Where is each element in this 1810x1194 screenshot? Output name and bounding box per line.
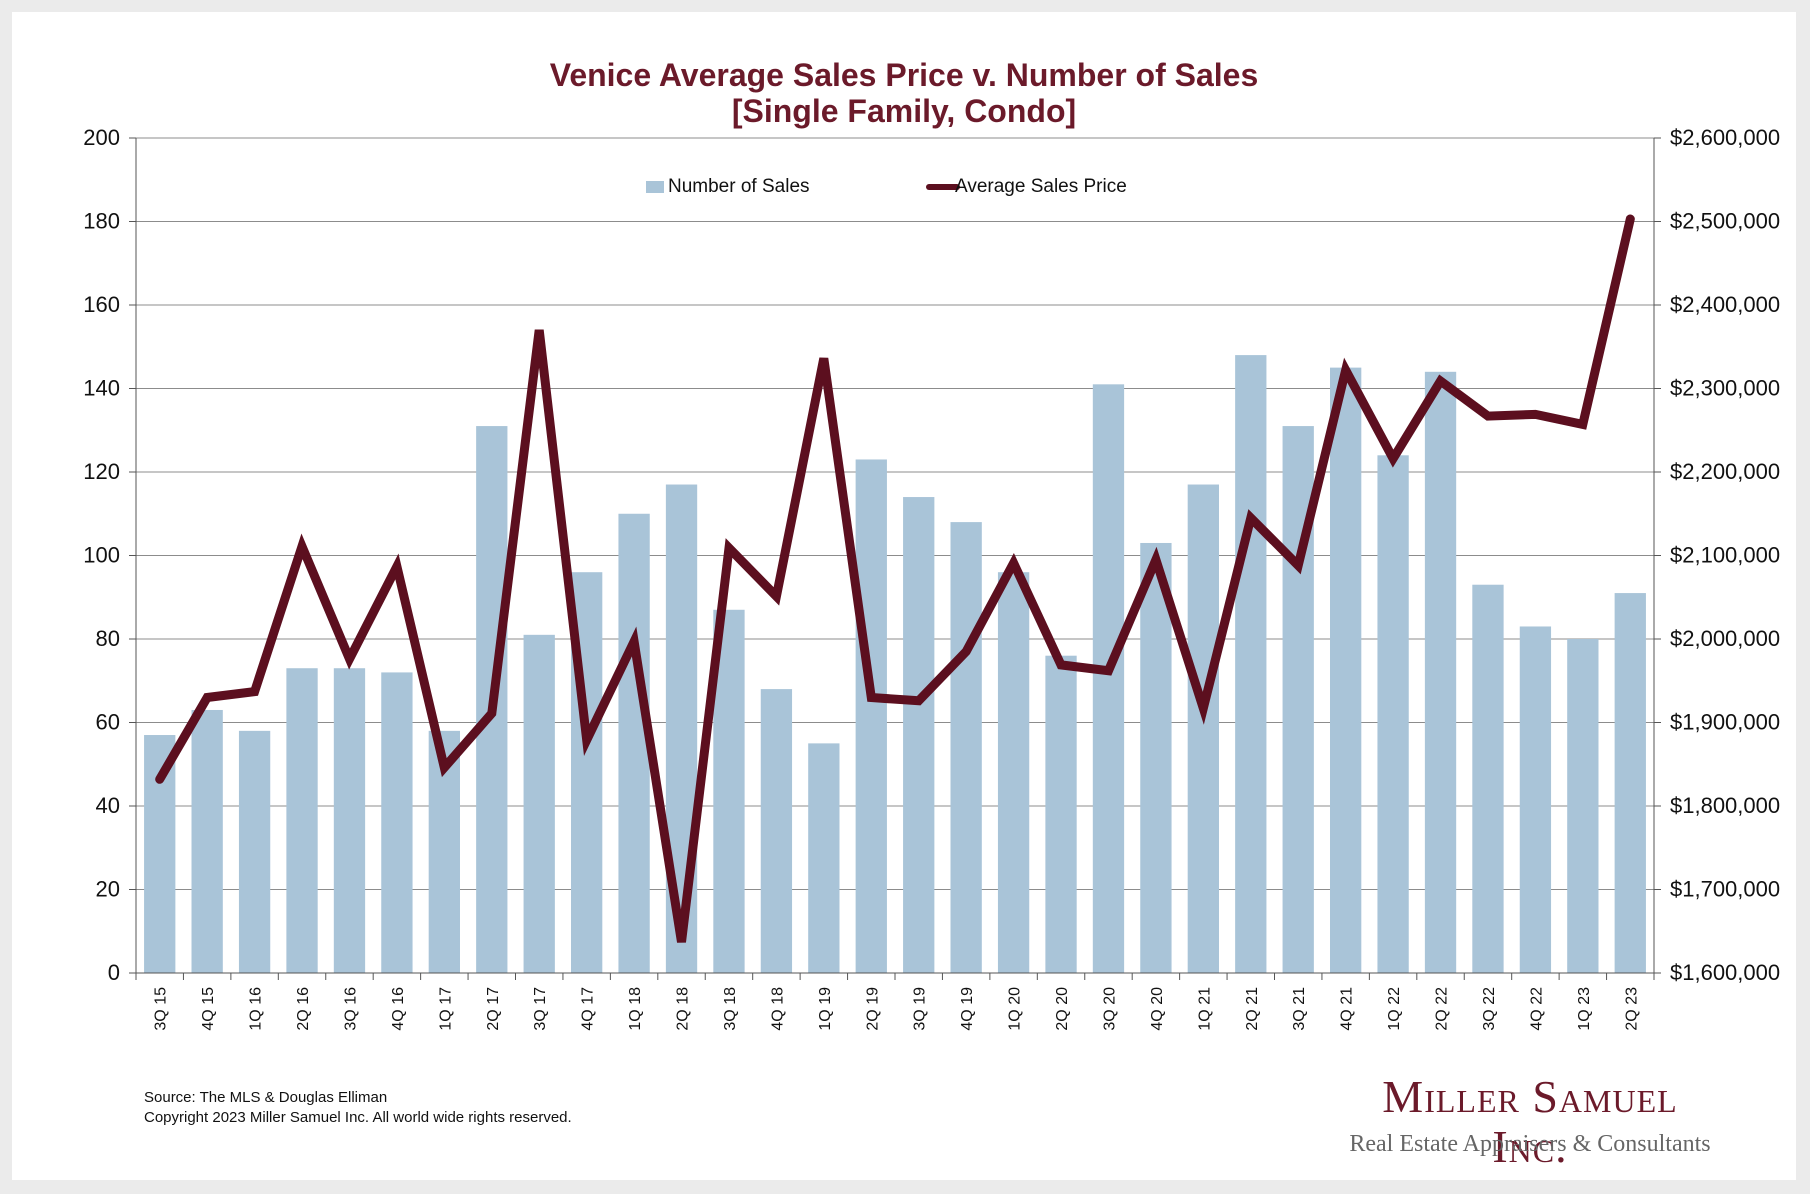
x-axis-tick-label: 1Q 21	[1196, 987, 1213, 1031]
miller-samuel-tagline: Real Estate Appraisers & Consultants	[1349, 1131, 1711, 1157]
x-axis-tick-label: 4Q 21	[1339, 987, 1356, 1031]
x-axis-tick-label: 1Q 22	[1386, 987, 1403, 1031]
x-axis-tick-label: 4Q 16	[390, 987, 407, 1031]
x-axis-tick-label: 4Q 17	[580, 987, 597, 1031]
bar-number-of-sales	[1235, 355, 1267, 974]
line-average-sales-price	[155, 214, 1635, 943]
right-axis-tick-label: $2,500,000	[1670, 209, 1780, 234]
x-axis-tick-label: 3Q 15	[153, 987, 170, 1031]
bar-number-of-sales	[1424, 371, 1457, 973]
chart-plot: 0 20 40 60 80 100 120 140 160 180 200 $1,600,000 $1,…	[83, 125, 1780, 1031]
left-axis-tick-label: 120	[83, 459, 120, 484]
x-axis-tick-label: 2Q 16	[295, 987, 312, 1031]
right-axis-tick-label: $2,600,000	[1670, 125, 1780, 150]
miller-samuel-logo: Miller Samuel Inc.	[1382, 1071, 1678, 1172]
left-axis-tick-label: 100	[83, 543, 120, 568]
x-axis-tick-label: 3Q 19	[912, 987, 929, 1031]
right-axis-tick-label: $1,800,000	[1670, 793, 1780, 818]
bar-number-of-sales	[1377, 455, 1409, 973]
bar-number-of-sales	[1614, 593, 1646, 973]
x-axis-tick-label: 3Q 16	[342, 987, 359, 1031]
bar-number-of-sales	[523, 634, 555, 973]
x-axis-tick-label: 3Q 21	[1291, 987, 1308, 1031]
bar-number-of-sales	[1045, 655, 1077, 973]
x-axis-tick-label: 2Q 19	[864, 987, 881, 1031]
x-axis-tick-label: 1Q 20	[1007, 987, 1024, 1031]
x-axis-tick-label: 4Q 20	[1149, 987, 1166, 1031]
chart-title-line2: [Single Family, Condo]	[731, 93, 1077, 129]
left-axis-tick-label: 60	[96, 710, 120, 735]
left-axis-tick-label: 200	[83, 125, 120, 150]
bar-number-of-sales	[808, 743, 840, 973]
bar-number-of-sales	[1140, 542, 1172, 973]
bar-number-of-sales	[997, 572, 1030, 973]
x-axis-tick-label: 2Q 20	[1054, 987, 1071, 1031]
legend-swatch-number-of-sales	[646, 181, 664, 193]
x-axis-tick-label: 4Q 15	[200, 987, 217, 1031]
left-axis-tick-label: 140	[83, 376, 120, 401]
x-axis-tick-label: 3Q 18	[722, 987, 739, 1031]
copyright-note: Copyright 2023 Miller Samuel Inc. All wo…	[144, 1109, 572, 1126]
bar-number-of-sales	[381, 672, 413, 973]
bar-number-of-sales	[1519, 626, 1552, 973]
x-axis-tick-label: 1Q 16	[248, 987, 265, 1031]
bar-number-of-sales	[286, 668, 318, 973]
left-axis-tick-label: 40	[96, 793, 120, 818]
left-axis-tick-label: 160	[83, 292, 120, 317]
bar-number-of-sales	[903, 497, 935, 973]
right-axis-tick-label: $1,700,000	[1670, 877, 1780, 902]
bar-number-of-sales	[1567, 639, 1599, 973]
x-axis-tick-label: 3Q 17	[532, 987, 549, 1031]
x-axis-tick-label: 4Q 22	[1528, 987, 1545, 1031]
x-axis-tick-label: 2Q 21	[1244, 987, 1261, 1031]
right-axis-tick-label: $2,300,000	[1670, 376, 1780, 401]
right-axis-tick-label: $2,000,000	[1670, 626, 1780, 651]
left-axis-tick-label: 20	[96, 877, 120, 902]
x-axis-tick-label: 1Q 17	[437, 987, 454, 1031]
x-axis-tick-label: 1Q 18	[627, 987, 644, 1031]
bar-number-of-sales	[238, 730, 271, 973]
chart-frame: Venice Average Sales Price v. Number of …	[12, 12, 1796, 1180]
x-axis-tick-label: 3Q 22	[1481, 987, 1498, 1031]
bar-number-of-sales	[950, 522, 982, 973]
bar-number-of-sales	[1330, 367, 1362, 973]
left-axis-tick-label: 180	[83, 209, 120, 234]
x-axis-tick-label: 2Q 18	[675, 987, 692, 1031]
x-axis-tick-label: 3Q 20	[1101, 987, 1118, 1031]
legend-label-average-sales-price: Average Sales Price	[955, 176, 1127, 197]
x-axis-tick-label: 2Q 23	[1623, 987, 1640, 1031]
right-axis-tick-label: $2,200,000	[1670, 459, 1780, 484]
chart-title-line1: Venice Average Sales Price v. Number of …	[549, 57, 1259, 93]
bar-number-of-sales	[1472, 584, 1504, 973]
bar-number-of-sales	[760, 689, 793, 973]
legend-label-number-of-sales: Number of Sales	[668, 176, 810, 197]
right-axis-tick-label: $1,600,000	[1670, 960, 1780, 985]
x-axis-tick-label: 4Q 18	[769, 987, 786, 1031]
bar-number-of-sales	[1187, 484, 1219, 973]
bar-number-of-sales	[1092, 384, 1125, 973]
bar-number-of-sales	[855, 459, 887, 974]
left-axis-tick-label: 0	[108, 960, 120, 985]
left-axis-tick-label: 80	[96, 626, 120, 651]
right-axis-tick-label: $1,900,000	[1670, 710, 1780, 735]
bar-number-of-sales	[333, 668, 366, 973]
legend-swatch-average-sales-price	[926, 184, 960, 190]
right-axis-tick-label: $2,400,000	[1670, 292, 1780, 317]
x-axis-tick-label: 4Q 19	[959, 987, 976, 1031]
source-note: Source: The MLS & Douglas Elliman	[144, 1089, 388, 1106]
x-axis-tick-label: 1Q 23	[1576, 987, 1593, 1031]
right-axis-tick-label: $2,100,000	[1670, 543, 1780, 568]
bar-number-of-sales	[191, 709, 223, 973]
x-axis-tick-label: 2Q 17	[485, 987, 502, 1031]
bar-number-of-sales	[618, 513, 650, 973]
x-axis-tick-label: 1Q 19	[817, 987, 834, 1031]
x-axis-tick-label: 2Q 22	[1434, 987, 1451, 1031]
